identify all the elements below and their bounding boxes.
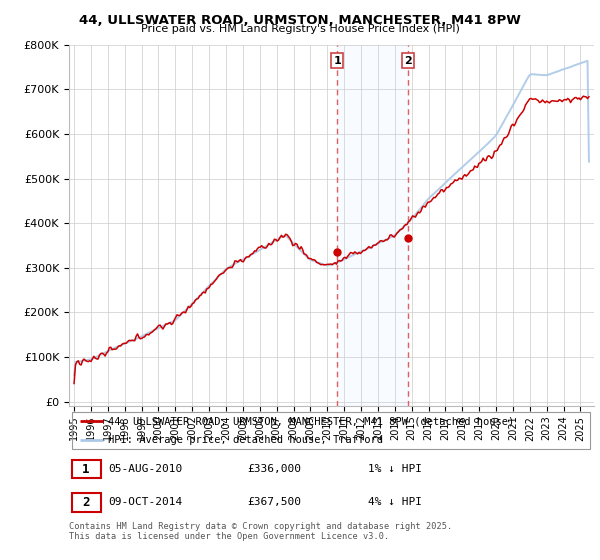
Bar (71, 493, 101, 512)
Text: 1: 1 (82, 463, 90, 475)
Text: Price paid vs. HM Land Registry's House Price Index (HPI): Price paid vs. HM Land Registry's House … (140, 24, 460, 34)
Bar (337, 45, 408, 406)
Bar (71, 460, 101, 478)
Text: 09-OCT-2014: 09-OCT-2014 (109, 497, 182, 507)
Text: £367,500: £367,500 (248, 497, 302, 507)
Text: 44, ULLSWATER ROAD, URMSTON, MANCHESTER, M41 8PW (detached house): 44, ULLSWATER ROAD, URMSTON, MANCHESTER,… (109, 417, 515, 426)
Text: 05-AUG-2010: 05-AUG-2010 (109, 464, 182, 474)
Text: 2: 2 (82, 496, 90, 509)
Text: Contains HM Land Registry data © Crown copyright and database right 2025.
This d: Contains HM Land Registry data © Crown c… (69, 522, 452, 542)
Text: 2: 2 (404, 55, 412, 66)
Text: 1% ↓ HPI: 1% ↓ HPI (368, 464, 422, 474)
Text: HPI: Average price, detached house, Trafford: HPI: Average price, detached house, Traf… (109, 435, 383, 445)
Text: 4% ↓ HPI: 4% ↓ HPI (368, 497, 422, 507)
Text: £336,000: £336,000 (248, 464, 302, 474)
Text: 44, ULLSWATER ROAD, URMSTON, MANCHESTER, M41 8PW: 44, ULLSWATER ROAD, URMSTON, MANCHESTER,… (79, 14, 521, 27)
Text: 1: 1 (333, 55, 341, 66)
